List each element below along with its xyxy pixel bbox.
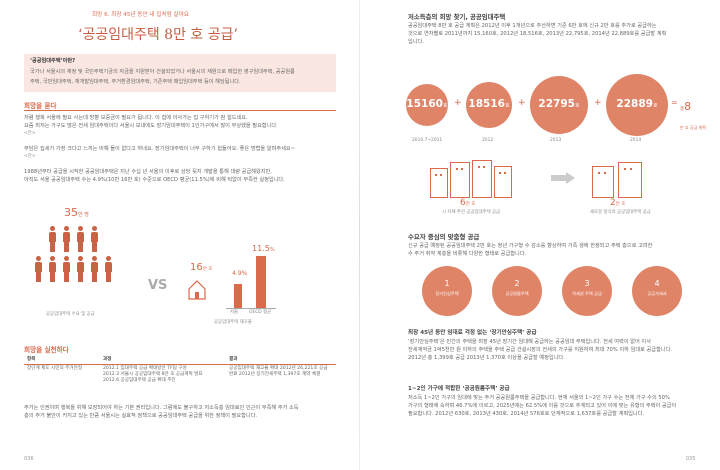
definition-box: ‘공공임대주택’이란? 국가나 서울시의 재정 및 국민주택기금의 자금을 지원… [24, 54, 336, 92]
plus-icon: + [594, 98, 602, 108]
divider [24, 110, 336, 111]
paragraph: 저소득 1~2인 가구의 임대에 맞는 주거 공공원룸주택을 공급합니다. 현재… [408, 395, 670, 401]
table-header: 결과 [226, 356, 336, 365]
plus-icon: + [454, 98, 462, 108]
buildings-new [592, 162, 652, 198]
circle-label: 2010.7~2011 [412, 138, 443, 143]
table-cell: 2012.1 임대주택 공급 확대방안 TF팀 구성 2012.3 서울시 공공… [103, 366, 203, 383]
definition-heading: ‘공공임대주택’이란? [30, 58, 76, 64]
baseline [226, 308, 276, 309]
paragraph: ‘장기안심주택’은 민간의 주택을 최장 45년 장기간 임대해 공급하는 공공… [408, 339, 651, 345]
oecd-label: OECD 평균 [249, 310, 272, 315]
page-number: 035 [686, 456, 696, 462]
buildings-existing [430, 160, 520, 198]
paragraph: 필요합니다. 2012년 630호, 2013년 430호, 2014년 576… [408, 411, 645, 417]
paragraph: 가구의 형태에 속하며 46.7%에 이르고, 2025년에는 62.5%에 이… [408, 403, 677, 409]
paragraph: 주거는 인권이며 행복을 위해 보장되어야 하는 기본 권리입니다. 그럼에도 … [24, 405, 299, 411]
section-heading-practice: 희망을 실천하다 [24, 346, 69, 354]
implementation-table: 항목 과정 결과 장단계 제도 시민의 주거안정 2012.1 임대주택 공급 … [24, 356, 336, 385]
paragraph: 수 주거 취약 계층을 비롯해 다양한 형태로 공급합니다. [408, 251, 527, 257]
table-header: 과정 [100, 356, 226, 365]
existing-caption: 시 자체 추진 공공임대주택 공급 [442, 210, 501, 215]
paragraph: 공공임대주택 8만 호 공급 계획은 2012년 이후 1개년으로 추산하면 기… [408, 23, 657, 29]
new-caption: 새로운 방식의 공공임대주택 공급 [590, 210, 651, 215]
arrow-icon [550, 170, 576, 189]
paragraph: 층의 주거 불안이 커지고 있는 만큼 서울시는 실효적 정책으로 공공임대주택… [24, 413, 258, 419]
circle-label: 2012 [482, 138, 494, 143]
seoul-bar [234, 284, 242, 308]
paragraph: 신규 공급 예정된 공공임대주택 2만 호는 청년 가구형 수 감소를 향상하여… [408, 243, 653, 249]
supply-circle: 18516호 [466, 82, 512, 128]
circle-label: 2014 [630, 138, 642, 143]
paragraph: 것으로 연차별로 2011년까지 15,160호, 2012년 18,516호,… [408, 31, 667, 37]
quote-source: <전> [24, 131, 36, 136]
page-title: ‘공공임대주택 8만 호 공급’ [78, 27, 238, 43]
table-cell: 장단계 제도 시민의 주거안정 [27, 366, 83, 371]
seoul-rate: 4.9% [232, 270, 248, 277]
people-caption: 공공임대주택 수요 및 공급 [46, 312, 95, 317]
left-page: 희망 6. 최장 45년 동안 내 집처럼 살아요 ‘공공임대주택 8만 호 공… [24, 12, 336, 462]
paragraph: 입니다. [408, 39, 424, 45]
supply-circle: 15160호 [406, 84, 448, 126]
new-value: 2만 호 [610, 198, 626, 208]
section-heading-custom: 수요자 중심의 맞춤형 공급 [408, 233, 480, 241]
paragraph: 전세계약금 1억5천만 원 이하의 주택을 주택 공급 건설시장의 전세의 가구… [408, 347, 673, 353]
table-cell: 공공임대주택 재고율 확대 2012년 26,221호 공급 완료 2012년 … [229, 366, 328, 377]
supply-circle: 22889호 [606, 74, 668, 136]
program-circle-1: 1 장기안심주택 [422, 266, 472, 316]
people-graphic [34, 226, 144, 306]
section-heading-ask: 희망을 묻다 [24, 102, 57, 110]
equals-sign: = [671, 98, 678, 107]
section-heading-lowincome: 저소득층의 희망 찾기, 공공임대주택 [408, 13, 506, 21]
program-circle-3: 3 역세권 주택 공급 [562, 266, 612, 316]
demand-value: 35만 명 [64, 206, 89, 219]
supply-value: 16만 호 [190, 262, 213, 273]
chapter-subtitle: 희망 6. 최장 45년 동안 내 집처럼 살아요 [92, 12, 189, 18]
supply-circle: 22795호 [530, 76, 588, 134]
house-icon [188, 280, 206, 304]
paragraph: 2012년 총 1,399호 공급 2013년 1,370호 이상을 공급할 예… [408, 355, 565, 361]
paragraph: 부담은 집세가 가장 크다고 느끼는 비해 돌이 없다고 하네요. 장기임대주택… [24, 146, 296, 152]
paragraph: 아직도 서울 공공임대주택 수는 4.9%(10만 16만 호) 수준으로 OE… [24, 177, 285, 183]
total-supply: 총8 만 호 공급 계획 [680, 100, 706, 130]
paragraph: 요즘 최저는 가구도 많은 전세 임대주택이다 서울시 보내에도 장기임대주택이… [24, 123, 278, 129]
gutter [359, 0, 360, 470]
plus-icon: + [518, 98, 526, 108]
table-row: 장단계 제도 시민의 주거안정 2012.1 임대주택 공급 확대방안 TF팀 … [24, 365, 336, 386]
oecd-rate: 11.5% [252, 244, 275, 253]
circle-label: 2013 [550, 138, 562, 143]
subheading-oneroom: 1~2인 가구에 적합한 ‘공공원룸주택’ 공급 [408, 386, 510, 392]
vs-label: VS [148, 278, 168, 293]
subheading-longterm: 최장 45년 동안 임대료 걱정 없는 ‘장기안심주택’ 공급 [408, 330, 537, 336]
existing-value: 6만 호 [460, 198, 476, 208]
program-circle-4: 4 공공가세서 [632, 266, 682, 316]
right-page: 저소득층의 희망 찾기, 공공임대주택 공공임대주택 8만 호 공급 계획은 2… [360, 0, 720, 470]
program-circle-2: 2 공공원룸주택 [492, 266, 542, 316]
definition-text: 국가나 서울시의 재정 및 국민주택기금의 자금을 지원받아 건설되었거나 서울… [30, 69, 295, 75]
seoul-label: 서울 [230, 310, 239, 315]
stock-caption: 공공임대주택 재고율 [214, 320, 252, 325]
page-number: 036 [24, 456, 34, 462]
paragraph: 1988년부터 공급을 시작한 공공임대주택은 지난 수십 년 서울의 이후로 … [24, 169, 272, 175]
oecd-bar [256, 256, 266, 308]
definition-text-2: 주택, 국민임대주택, 재개발임대주택, 주거환경임대주택, 기존주택 매입임대… [30, 79, 241, 85]
quote-source: <전> [24, 154, 36, 159]
paragraph: 저렴 행복 서울에 필요 사는데 방향 보증금이 필요가 됩니다. 이 집에 이… [24, 115, 248, 121]
table-header: 항목 [24, 356, 100, 365]
